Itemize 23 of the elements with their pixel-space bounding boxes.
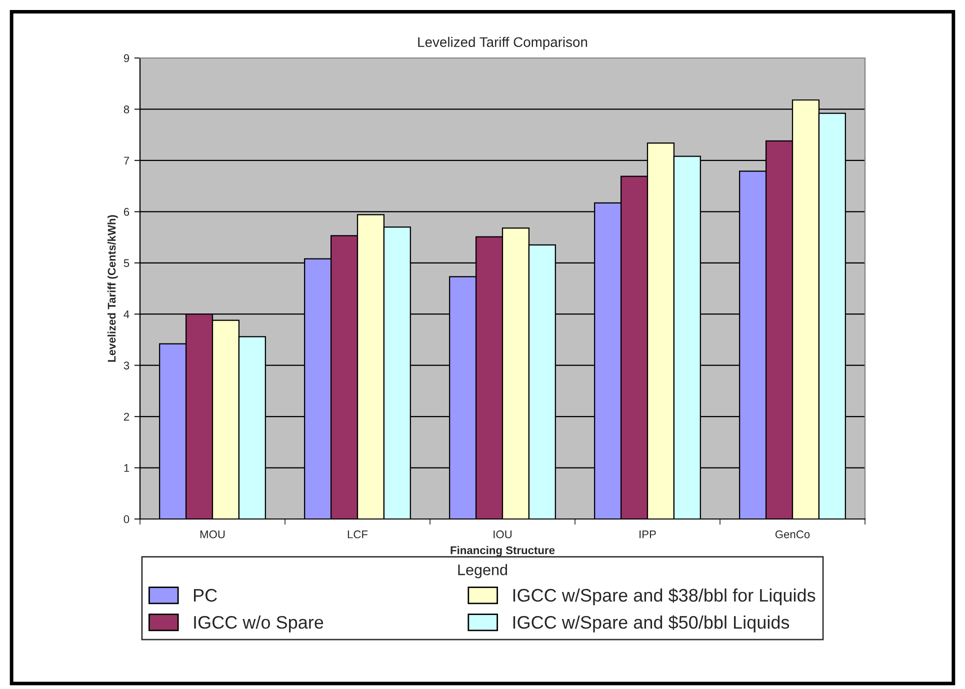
x-tick-label: MOU <box>200 530 225 538</box>
x-tick-label: GenCo <box>775 530 810 538</box>
legend-title: Legend <box>458 564 508 578</box>
x-tick-label: LCF <box>348 530 368 538</box>
y-axis-title: Levelized Tariff (Cents/kWh) <box>107 215 118 362</box>
y-tick-label: 5 <box>124 259 130 268</box>
y-tick-label: 9 <box>124 54 130 62</box>
legend-label: IGCC w/Spare and $50/bbl Liquids <box>513 615 790 632</box>
x-tick-label: IOU <box>494 530 512 538</box>
y-tick-label: 6 <box>124 208 130 216</box>
x-axis-title: Financing Structure <box>450 546 555 556</box>
legend-label: IGCC w/o Spare <box>194 615 324 632</box>
y-tick-label: 7 <box>124 156 130 164</box>
x-tick-label: IPP <box>640 530 656 538</box>
legend-label: PC <box>194 588 217 602</box>
y-tick-label: 8 <box>124 105 130 114</box>
chart-title: Levelized Tariff Comparison <box>418 36 588 50</box>
y-tick-label: 2 <box>124 412 130 421</box>
legend-label: IGCC w/Spare and $38/bbl for Liquids <box>513 588 816 606</box>
y-tick-label: 1 <box>124 464 130 472</box>
y-tick-label: 0 <box>124 515 130 524</box>
y-tick-label: 3 <box>124 362 130 370</box>
y-tick-label: 4 <box>124 310 130 318</box>
